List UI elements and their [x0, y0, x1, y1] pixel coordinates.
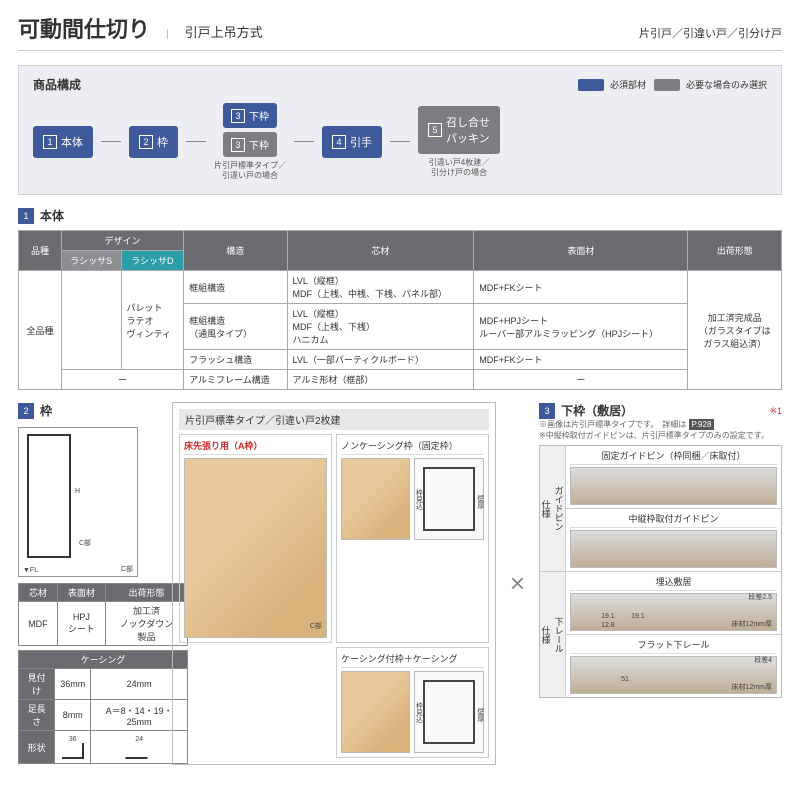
flow-box-3b: 3下枠 [223, 132, 277, 157]
composition-title: 商品構成 [33, 76, 570, 93]
section-3-tag: 3下枠（敷居） [539, 402, 633, 419]
section-2-tag: 2枠 [18, 402, 158, 419]
composition-panel: 商品構成 必須部材 必要な場合のみ選択 1本体 2枠 3下枠 3下枠 片引戸標準… [18, 65, 782, 195]
frame-cell-c: ケーシング付枠＋ケーシング 壁厚枠見込 [336, 647, 489, 758]
flow-box-1: 1本体 [33, 126, 93, 158]
spec-table: 品種 デザイン 構造 芯材 表面材 出荷形態 ラシッサSラシッサD 全品種 パレ… [18, 230, 782, 390]
flow-box-4: 4引手 [322, 126, 382, 158]
sill-note: ※画像は片引戸標準タイプです。 詳細は P.928 ※中縦枠取付ガイドピンは、片… [539, 419, 782, 441]
legend-optional: 必要な場合のみ選択 [654, 78, 767, 91]
separator: | [166, 29, 169, 40]
mini-table-1: 芯材表面材出荷形態 MDFHPJ シート加工済 ノックダウン 製品 [18, 583, 188, 646]
frame-panel-title: 片引戸標準タイプ／引違い戸2枚建 [179, 409, 489, 430]
mini-table-2: ケーシング 見付け36mm24mm 足長さ8mmA＝8・14・19・25mm 形… [18, 650, 188, 764]
flow-diagram: 1本体 2枠 3下枠 3下枠 片引戸標準タイプ／ 引違い戸の場合 4引手 5召し… [33, 103, 767, 180]
door-diagram: H C部 ▼FL C部 [18, 427, 138, 577]
frame-panel: 片引戸標準タイプ／引違い戸2枚建 床先張り用（A枠） C部 ノンケーシング枠（固… [172, 402, 496, 765]
flow-box-3a: 3下枠 [223, 103, 277, 128]
note-mark: ※1 [769, 406, 782, 417]
flow-note-3: 片引戸標準タイプ／ 引違い戸の場合 [214, 161, 286, 180]
page-header: 可動間仕切り | 引戸上吊方式 片引戸／引違い戸／引分け戸 [18, 12, 782, 51]
section-1-tag: 1本体 [18, 207, 782, 224]
page-variants: 片引戸／引違い戸／引分け戸 [639, 25, 782, 41]
legend-required: 必須部材 [578, 78, 646, 91]
sill-table: ガイドピン 仕様 固定ガイドピン（枠同梱／床取付） 中縦枠取付ガイドピン 下レー… [539, 445, 782, 698]
frame-cell-a: 床先張り用（A枠） C部 [179, 434, 332, 643]
flow-box-5: 5召し合せ パッキン [418, 106, 500, 154]
page-title: 可動間仕切り [18, 12, 150, 44]
page-subtitle: 引戸上吊方式 [185, 22, 263, 41]
multiply-icon: × [510, 568, 525, 599]
flow-box-2: 2枠 [129, 126, 178, 158]
frame-cell-b: ノンケーシング枠（固定枠） 壁厚枠見込 [336, 434, 489, 643]
flow-note-5: 引違い戸4枚建／ 引分け戸の場合 [429, 158, 489, 177]
